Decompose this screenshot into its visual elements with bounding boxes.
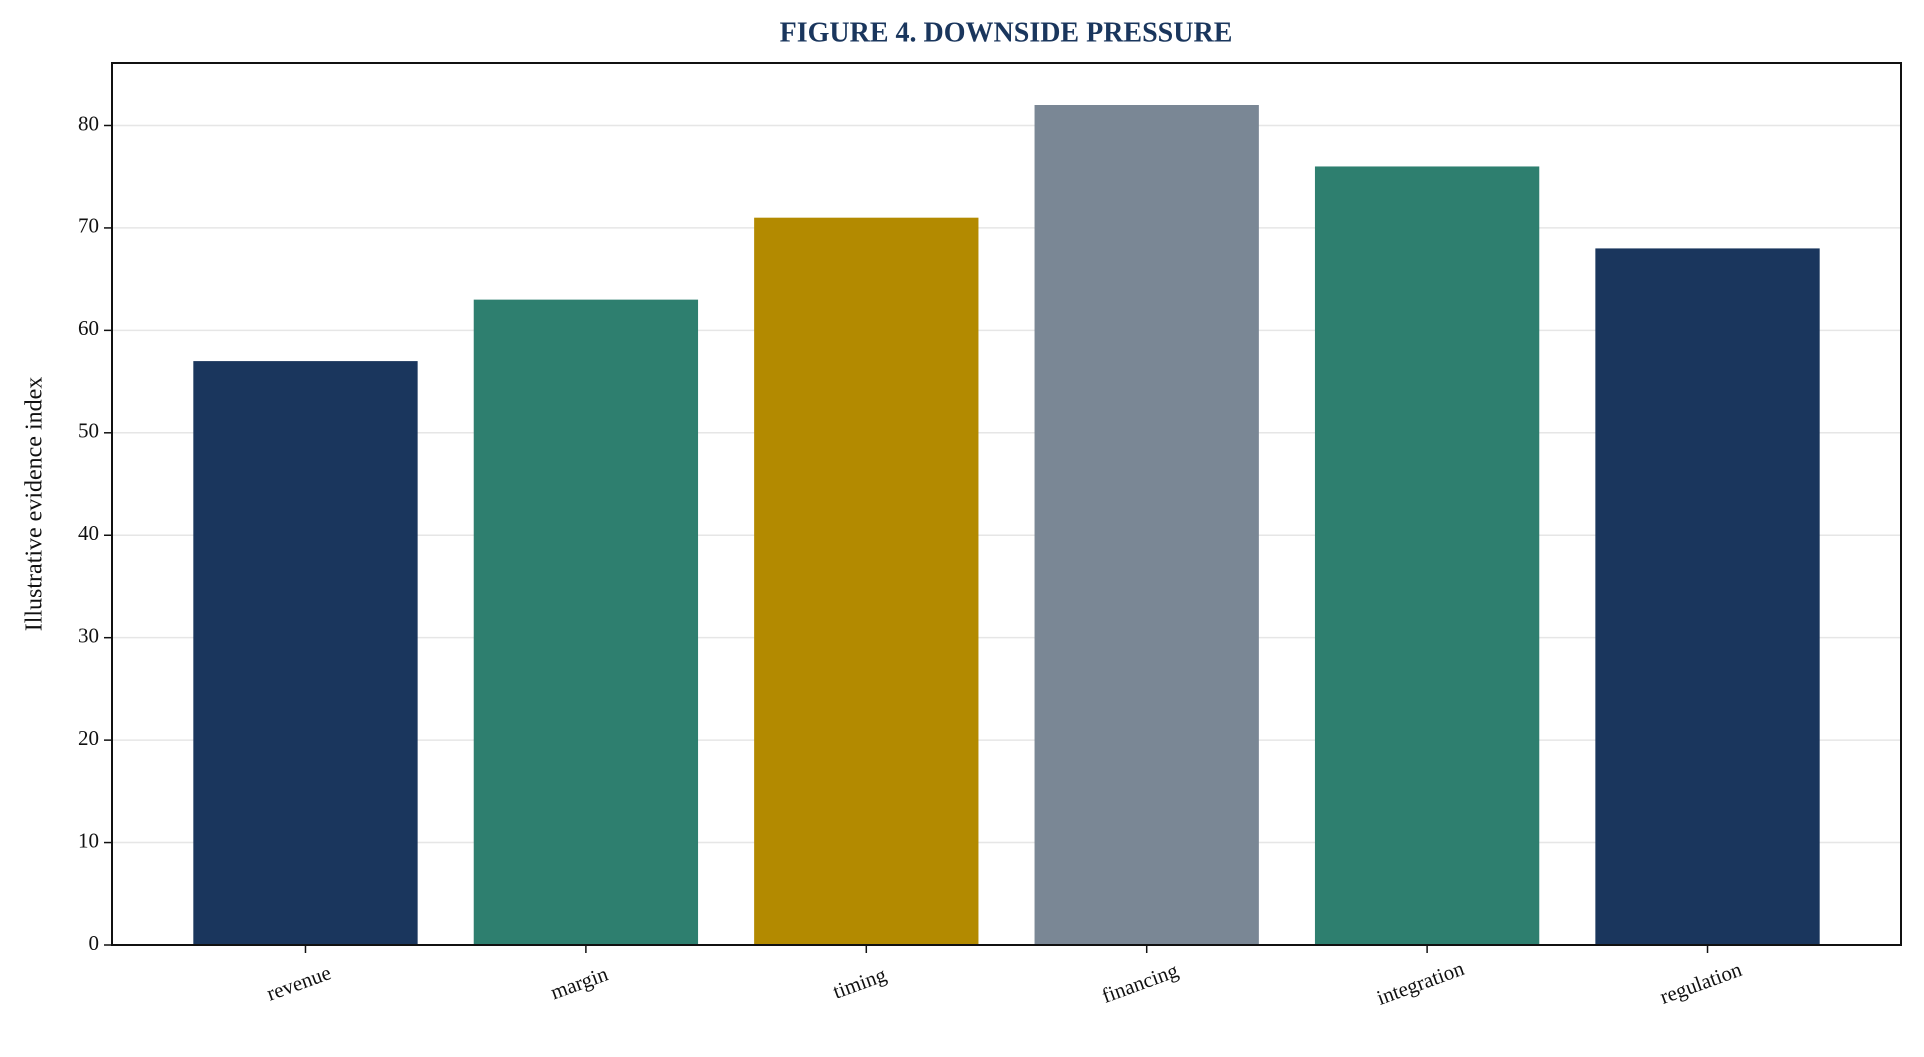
bar xyxy=(1595,248,1820,946)
plot-frame xyxy=(111,62,1902,946)
y-tick-label: 70 xyxy=(78,214,99,238)
y-tick-label: 60 xyxy=(78,316,99,340)
y-tick-label: 10 xyxy=(78,828,99,852)
x-tick-label: financing xyxy=(1099,958,1182,1008)
bar xyxy=(473,299,699,945)
bar xyxy=(193,361,418,946)
bar xyxy=(754,217,979,945)
x-tick-label: regulation xyxy=(1657,957,1746,1009)
y-tick-label: 50 xyxy=(78,419,99,443)
y-tick-label: 0 xyxy=(89,931,100,955)
y-tick-label: 30 xyxy=(78,623,99,647)
bar xyxy=(1314,166,1540,946)
x-tick-label: revenue xyxy=(263,960,334,1005)
chart-title: FIGURE 4. DOWNSIDE PRESSURE xyxy=(780,17,1233,48)
y-axis-label: Illustrative evidence index xyxy=(22,377,48,632)
x-tick-label: timing xyxy=(830,962,890,1003)
y-tick-label: 80 xyxy=(78,111,99,135)
y-tick-label: 20 xyxy=(78,726,99,750)
x-tick-label: integration xyxy=(1374,956,1468,1010)
x-tick-label: margin xyxy=(547,961,611,1004)
y-tick-label: 40 xyxy=(78,521,99,545)
bar xyxy=(1034,105,1259,945)
